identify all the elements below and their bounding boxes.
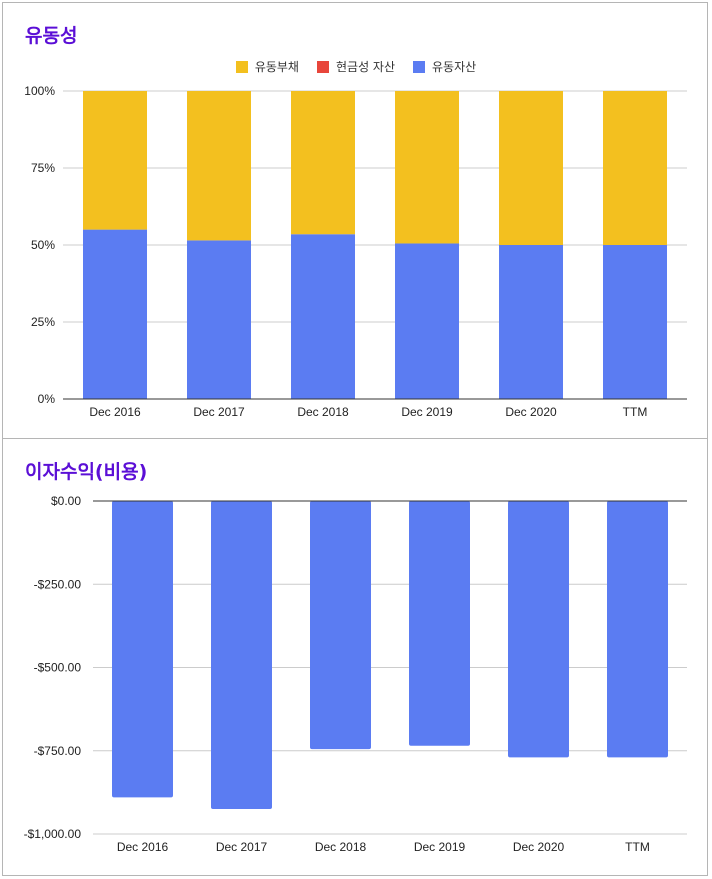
liquidity-chart-panel: 유동성 유동부채 현금성 자산 유동자산 0% 25% 50% 75% 100% Dec …	[2, 2, 708, 439]
y-tick-label: 50%	[31, 238, 55, 252]
y-tick-label: 25%	[31, 315, 55, 329]
y-tick-label: -$250.00	[34, 577, 82, 591]
y-tick-label: 0%	[38, 392, 56, 406]
x-tick-label: TTM	[623, 405, 648, 419]
legend-label-current-assets: 유동자산	[432, 60, 477, 74]
bar	[211, 501, 272, 810]
x-tick-label: Dec 2017	[193, 405, 245, 419]
y-tick-label: $0.00	[51, 494, 81, 508]
bar-segment	[499, 91, 563, 245]
bar-segment	[187, 91, 251, 241]
y-tick-label: -$500.00	[34, 661, 82, 675]
bar-segment	[291, 234, 355, 399]
x-tick-label: Dec 2019	[414, 840, 466, 854]
bar	[508, 501, 569, 758]
y-tick-label: -$1,000.00	[24, 827, 82, 841]
legend-item-current-liabilities[interactable]: 유동부채	[235, 58, 299, 75]
interest-chart-plot: $0.00 -$250.00 -$500.00 -$750.00 -$1,000.00 D…	[24, 494, 687, 854]
bar	[409, 501, 470, 746]
x-tick-label: Dec 2020	[513, 840, 565, 854]
x-tick-label: Dec 2016	[117, 840, 169, 854]
legend-item-current-assets[interactable]: 유동자산	[413, 58, 476, 75]
x-tick-label: Dec 2018	[315, 840, 367, 854]
y-tick-label: 75%	[31, 161, 55, 175]
x-tick-label: Dec 2018	[297, 405, 349, 419]
y-tick-label: -$750.00	[34, 744, 82, 758]
bar-segment	[187, 240, 251, 399]
bar-segment	[291, 91, 355, 235]
legend-item-cash-equivalents[interactable]: 현금성 자산	[316, 58, 395, 75]
bar-segment	[603, 91, 667, 245]
legend-label-current-liabilities: 유동부채	[254, 60, 299, 74]
bar	[310, 501, 371, 750]
bar-segment	[395, 91, 459, 244]
legend-swatch-cash-equivalents	[316, 60, 329, 73]
x-tick-label: Dec 2020	[505, 405, 557, 419]
bar	[112, 501, 173, 798]
interest-chart-panel: 이자수익(비용) $0.00 -$250.00 -$500.00 -$750.00 -$…	[2, 438, 708, 876]
bar-segment	[499, 245, 563, 399]
legend-swatch-current-assets	[413, 60, 425, 73]
liquidity-chart-plot: 0% 25% 50% 75% 100% Dec 2016 Dec 2017 Dec 2018 D…	[24, 84, 687, 419]
bar-segment	[83, 229, 147, 399]
bar-segment	[83, 91, 147, 230]
x-tick-label: Dec 2016	[89, 405, 141, 419]
legend-swatch-current-liabilities	[235, 60, 248, 73]
liquidity-legend: 유동부채 현금성 자산 유동자산	[3, 58, 709, 75]
liquidity-chart-title: 유동성	[25, 25, 78, 47]
y-tick-label: 100%	[24, 84, 55, 98]
legend-label-cash-equivalents: 현금성 자산	[335, 60, 395, 74]
x-tick-label: TTM	[625, 840, 650, 854]
bar	[607, 501, 668, 758]
x-tick-label: Dec 2017	[216, 840, 268, 854]
bar-segment	[395, 243, 459, 399]
interest-chart-title: 이자수익(비용)	[25, 461, 148, 483]
bar-segment	[603, 245, 667, 399]
x-tick-label: Dec 2019	[401, 405, 453, 419]
